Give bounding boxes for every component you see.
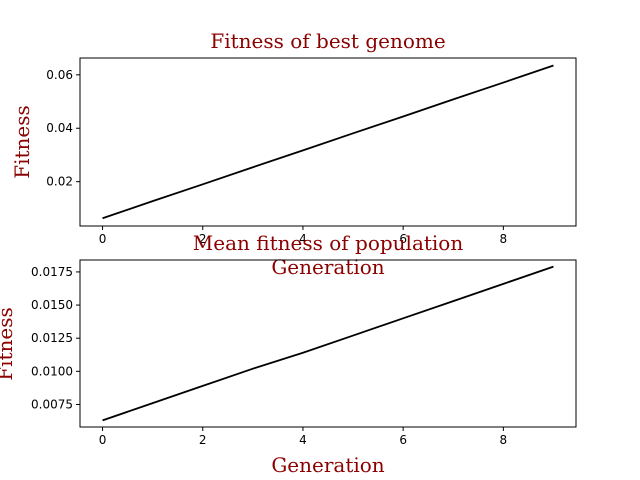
y-tick-label: 0.0100 (31, 364, 73, 378)
x-tick-label: 6 (399, 232, 407, 246)
x-tick-label: 2 (199, 232, 207, 246)
x-tick-label: 0 (99, 232, 107, 246)
series-line (102, 64, 554, 220)
ticks: 0 2 4 6 8 0.02 0.04 0.06 (46, 68, 507, 246)
x-tick-label: 2 (199, 433, 207, 447)
x-axis-label: Generation (271, 453, 384, 477)
x-tick-label: 8 (500, 433, 508, 447)
y-tick-label: 0.06 (46, 68, 73, 82)
y-axis-label: Fitness (10, 105, 34, 179)
x-axis-label: Generation (271, 255, 384, 279)
chart-title: Mean fitness of population (193, 231, 464, 255)
x-tick-label: 0 (99, 433, 107, 447)
chart-mean-population: 0 2 4 6 8 0.0075 0.0100 0.0125 0.0150 0.0175 Mean… (0, 231, 577, 477)
x-tick-label: 4 (299, 232, 307, 246)
y-tick-label: 0.04 (46, 121, 73, 135)
line-layer (102, 64, 554, 220)
chart-title: Fitness of best genome (210, 29, 445, 53)
plot-area-frame (79, 57, 577, 227)
ticks: 0 2 4 6 8 0.0075 0.0100 0.0125 0.0150 0.0175 (31, 265, 507, 447)
line-layer (102, 265, 554, 422)
series-line (102, 265, 554, 422)
x-tick-label: 8 (500, 232, 508, 246)
x-tick-label: 6 (399, 433, 407, 447)
y-tick-label: 0.0150 (31, 298, 73, 312)
y-axis-label: Fitness (0, 307, 17, 381)
y-tick-label: 0.0175 (31, 265, 73, 279)
y-tick-label: 0.0125 (31, 331, 73, 345)
y-tick-label: 0.0075 (31, 397, 73, 411)
y-tick-label: 0.02 (46, 175, 73, 189)
chart-best-genome: 0 2 4 6 8 0.02 0.04 0.06 Fitness of best genome… (10, 29, 577, 279)
plot-area-frame (79, 259, 577, 428)
x-tick-label: 4 (299, 433, 307, 447)
